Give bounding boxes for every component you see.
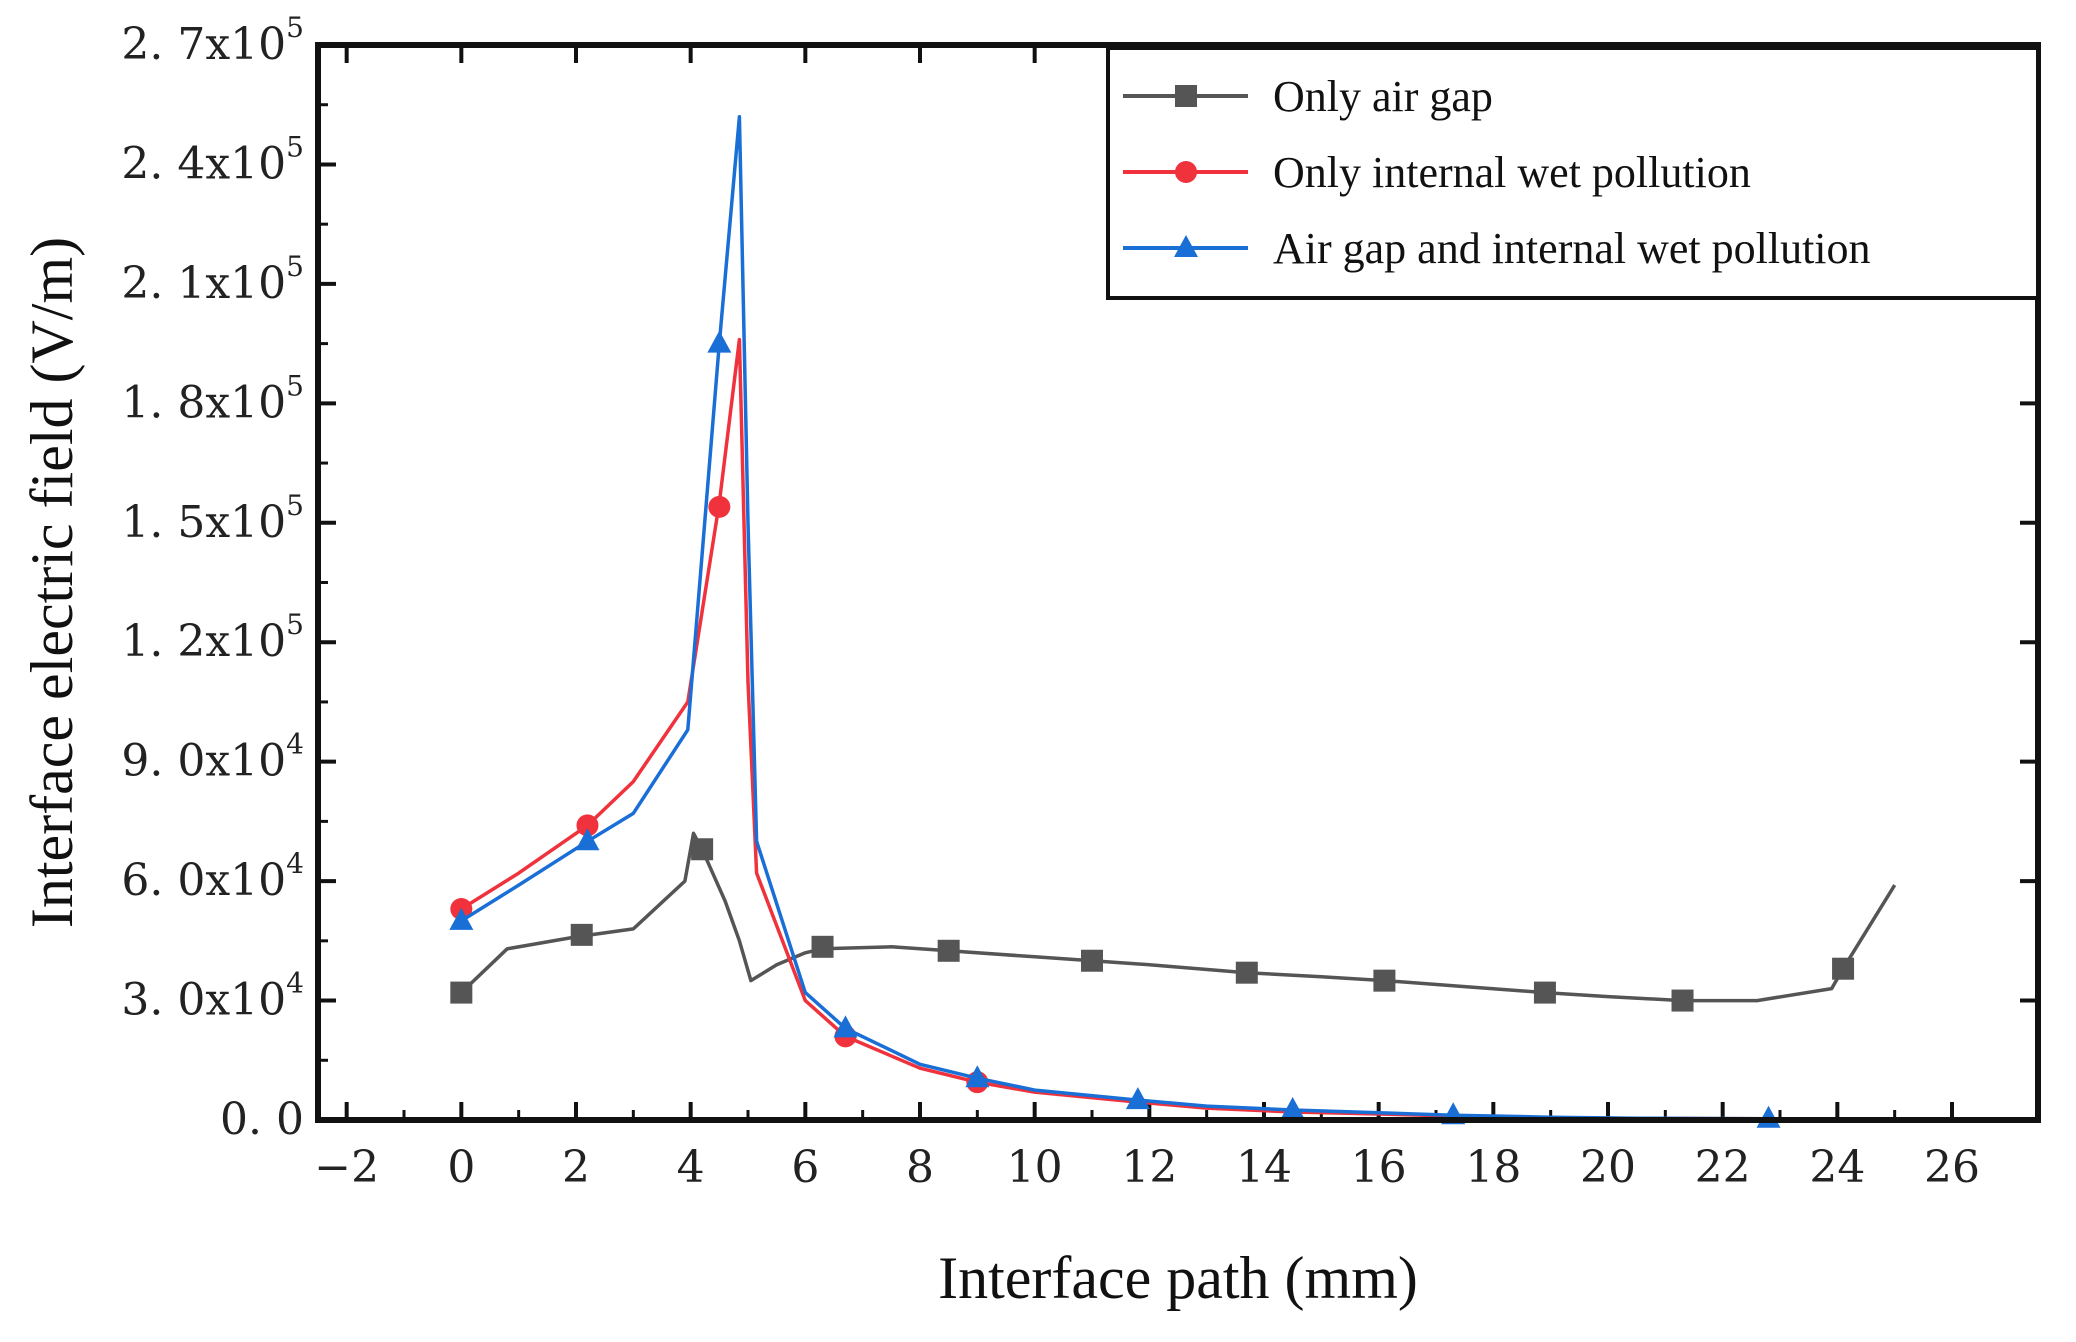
- data-point-only-air-gap: [691, 838, 714, 861]
- legend-entry-only-internal-wet-pollution: Only internal wet pollution: [1123, 148, 1751, 197]
- legend-label: Air gap and internal wet pollution: [1273, 224, 1871, 273]
- data-point-only-air-gap: [450, 981, 473, 1004]
- legend-marker: [1174, 235, 1198, 257]
- x-tick-label: 4: [677, 1142, 705, 1193]
- x-tick-label: 12: [1121, 1142, 1177, 1193]
- y-tick-label: 0. 0: [220, 1094, 304, 1145]
- x-tick-label: 10: [1007, 1142, 1063, 1193]
- data-point-only-air-gap: [570, 923, 593, 946]
- x-tick-label: 22: [1695, 1142, 1751, 1193]
- legend-box: [1106, 46, 2040, 300]
- data-point-air-gap-and-internal-wet-pollution: [707, 330, 732, 353]
- data-point-air-gap-and-internal-wet-pollution: [965, 1065, 990, 1088]
- legend-marker: [1175, 161, 1197, 183]
- series-layer: [449, 114, 1897, 1128]
- series-line-air-gap-and-internal-wet-pollution: [460, 114, 1769, 1121]
- y-tick-label: 1. 5x105: [121, 489, 304, 548]
- x-tick-label: −2: [314, 1142, 379, 1193]
- y-tick-label: 2. 7x105: [121, 11, 304, 70]
- x-tick-label: 16: [1351, 1142, 1407, 1193]
- legend-entry-air-gap-and-internal-wet-pollution: Air gap and internal wet pollution: [1123, 224, 1871, 273]
- data-point-only-air-gap: [1373, 969, 1396, 992]
- x-tick-label: 20: [1580, 1142, 1636, 1193]
- legend-label: Only air gap: [1273, 72, 1493, 121]
- data-point-air-gap-and-internal-wet-pollution: [1280, 1097, 1305, 1120]
- data-point-only-air-gap: [937, 939, 960, 962]
- x-axis-title: Interface path (mm): [938, 1245, 1418, 1311]
- y-tick-label: 2. 4x105: [121, 130, 304, 189]
- data-point-only-internal-wet-pollution: [576, 814, 599, 837]
- data-point-only-air-gap: [1081, 949, 1103, 972]
- data-point-only-air-gap: [1533, 981, 1556, 1004]
- x-tick-label: 0: [447, 1142, 475, 1193]
- legend-entry-only-air-gap: Only air gap: [1123, 72, 1493, 121]
- y-tick-label: 3. 0x104: [121, 967, 304, 1026]
- data-point-air-gap-and-internal-wet-pollution: [833, 1015, 858, 1038]
- y-tick-label: 1. 8x105: [121, 369, 304, 428]
- series-air-gap-and-internal-wet-pollution: [449, 114, 1781, 1128]
- legend-marker: [1175, 85, 1197, 107]
- legend: Only air gap Only internal wet pollution A…: [1106, 46, 2040, 300]
- x-tick-label: 18: [1465, 1142, 1521, 1193]
- y-axis-title: Interface electric field (V/m): [19, 237, 85, 928]
- data-point-only-air-gap: [1832, 957, 1855, 980]
- data-point-only-internal-wet-pollution: [708, 495, 731, 518]
- data-point-only-air-gap: [1235, 961, 1258, 984]
- data-point-only-air-gap: [1671, 989, 1694, 1012]
- plot-frame: [315, 42, 2041, 1123]
- x-tick-labels: −2 0 2 4 6 8 10 12 14 16 18 20 22 24 26: [314, 1142, 1980, 1193]
- x-tick-label: 26: [1924, 1142, 1980, 1193]
- y-tick-label: 9. 0x104: [121, 728, 304, 787]
- y-tick-label: 6. 0x104: [121, 847, 304, 906]
- x-tick-label: 14: [1236, 1142, 1292, 1193]
- x-tick-label: 2: [562, 1142, 590, 1193]
- y-tick-label: 2. 1x105: [121, 250, 304, 309]
- x-tick-label: 8: [906, 1142, 934, 1193]
- series-only-air-gap: [450, 831, 1897, 1012]
- data-point-only-air-gap: [811, 935, 834, 958]
- data-point-air-gap-and-internal-wet-pollution: [1125, 1087, 1150, 1110]
- x-tick-label: 24: [1809, 1142, 1865, 1193]
- data-point-air-gap-and-internal-wet-pollution: [575, 828, 600, 851]
- y-tick-label: 1. 2x105: [121, 608, 304, 667]
- legend-label: Only internal wet pollution: [1273, 148, 1751, 197]
- y-tick-labels: 0. 0 3. 0x104 6. 0x104 9. 0x104 1. 2x105 1. 5…: [121, 11, 304, 1145]
- x-tick-label: 6: [791, 1142, 819, 1193]
- data-point-air-gap-and-internal-wet-pollution: [449, 907, 474, 930]
